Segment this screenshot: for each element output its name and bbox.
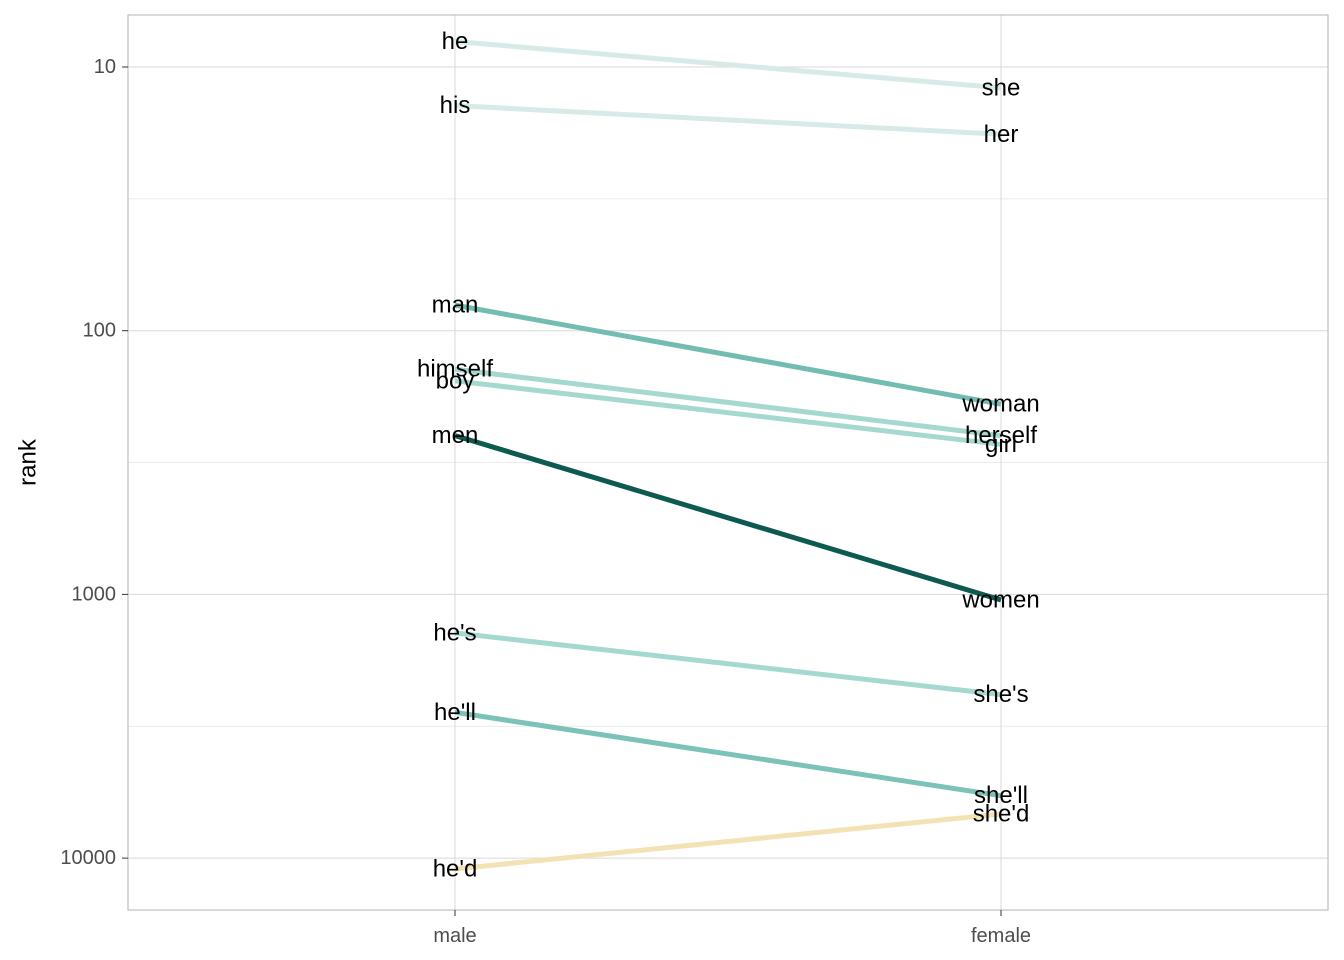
series-line-man-woman [454, 302, 1002, 407]
y-tick-label: 10 [94, 56, 116, 78]
grid-lines [128, 15, 1328, 910]
y-tick-label: 1000 [72, 583, 117, 605]
y-axis-title: rank [15, 438, 42, 486]
series-line-men-women [454, 433, 1002, 603]
male-word-label: man [432, 292, 479, 319]
male-word-label: himself [417, 356, 493, 383]
male-word-label: he's [433, 619, 476, 646]
word-labels: he she his her man woman himself herself boy girl… [417, 28, 1040, 883]
female-word-label: women [961, 586, 1039, 613]
female-word-label: woman [961, 391, 1039, 418]
female-word-label: her [984, 121, 1019, 148]
male-word-label: he'll [434, 699, 476, 726]
series-lines [454, 38, 1002, 872]
series-line-his-her [454, 103, 1002, 137]
series-line-hed-shed [454, 811, 1002, 872]
x-axis-ticks: male female [433, 910, 1031, 947]
male-word-label: his [440, 92, 471, 119]
female-word-label: she's [973, 681, 1028, 708]
female-word-label: girl [985, 431, 1017, 458]
series-line-hes-shes [454, 630, 1002, 698]
x-tick-label: male [433, 925, 476, 947]
series-line-he-she [454, 38, 1002, 91]
y-tick-label: 10000 [60, 847, 116, 869]
male-word-label: men [432, 422, 479, 449]
series-line-boy-girl [454, 378, 1002, 447]
female-word-label: she'll [974, 782, 1028, 809]
male-word-label: he'd [433, 856, 478, 883]
x-tick-label: female [971, 925, 1031, 947]
y-axis-ticks: 10 100 1000 10000 [60, 56, 128, 869]
series-line-himself-herself [454, 366, 1002, 439]
male-word-label: he [442, 28, 469, 55]
female-word-label: herself [965, 422, 1037, 449]
male-word-label: boy [436, 367, 475, 394]
panel-border [127, 14, 1329, 911]
series-line-hell-shell [454, 709, 1002, 799]
female-word-label: she'd [973, 800, 1030, 827]
female-word-label: she [982, 74, 1021, 101]
y-tick-label: 100 [83, 320, 116, 342]
